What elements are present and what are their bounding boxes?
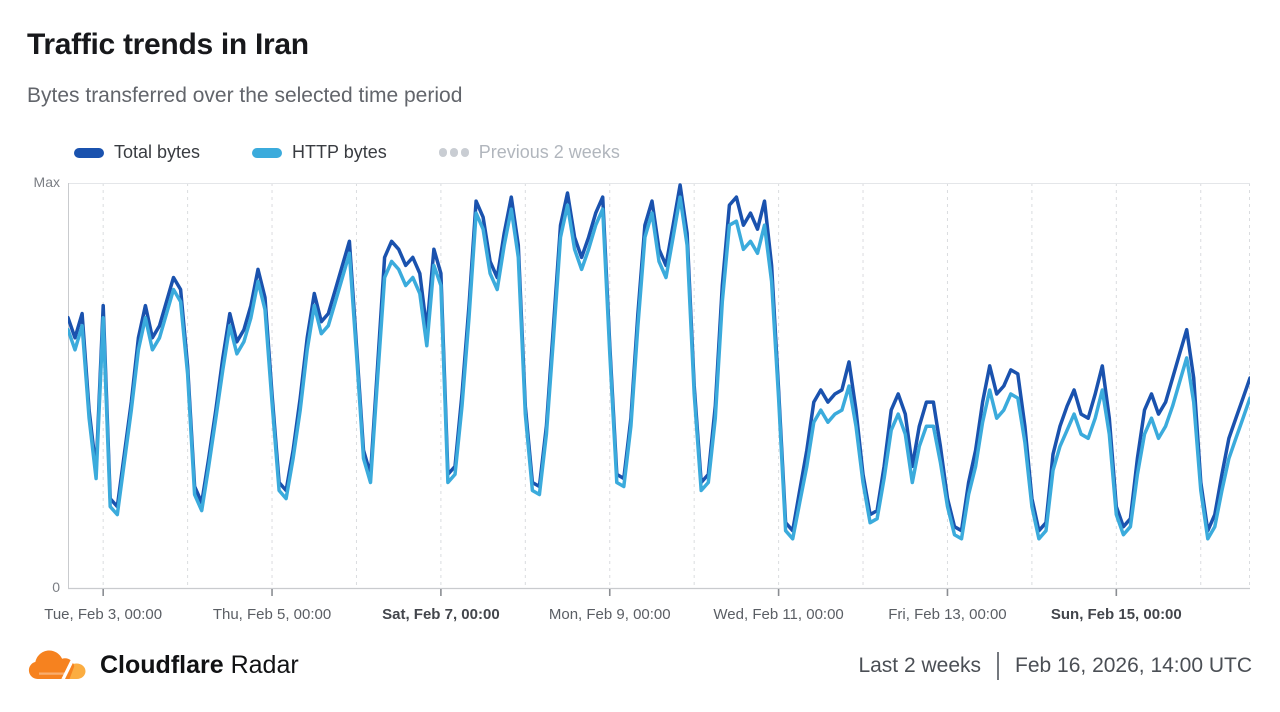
page-title: Traffic trends in Iran [27,28,309,61]
traffic-chart-svg [66,183,1252,596]
footer-timestamp: Feb 16, 2026, 14:00 UTC [1015,654,1252,677]
legend-swatch [252,147,283,158]
legend-label: Total bytes [114,142,201,162]
legend-item-total-bytes[interactable]: Total bytes [74,142,200,163]
x-tick-label: Tue, Feb 3, 00:00 [44,606,163,623]
brand-text: Cloudflare Radar [100,651,299,680]
x-tick-label: Mon, Feb 9, 00:00 [548,606,671,623]
y-axis-max-label: Max [33,174,60,190]
footer-separator [997,652,1000,680]
footer-meta: Last 2 weeks Feb 16, 2026, 14:00 UTC [858,652,1252,680]
legend-label: HTTP bytes [292,142,387,162]
traffic-trends-chart[interactable] [66,183,1252,597]
brand-name-regular: Radar [230,650,299,679]
legend-item-http-bytes[interactable]: HTTP bytes [252,142,387,163]
x-axis-labels: Tue, Feb 3, 00:00 Thu, Feb 5, 00:00 Sat, F… [0,606,1280,628]
legend-label: Previous 2 weeks [478,142,620,162]
brand-name-bold: Cloudflare [100,650,224,679]
x-tick-label: Sat, Feb 7, 00:00 [382,606,500,623]
chart-legend: Total bytes HTTP bytes Previous 2 weeks [74,142,620,163]
x-tick-label: Wed, Feb 11, 00:00 [713,606,844,623]
x-tick-label: Sun, Feb 15, 00:00 [1050,606,1182,623]
x-tick-label: Thu, Feb 5, 00:00 [212,606,332,623]
cloudflare-radar-brand-link[interactable]: Cloudflare Radar [28,646,299,684]
legend-item-previous-2-weeks[interactable]: Previous 2 weeks [438,142,620,163]
cloudflare-logo-icon [28,650,86,679]
series-total-bytes [66,183,1252,533]
series-http-bytes [66,195,1252,541]
legend-swatch [438,148,469,157]
y-axis-min-label: 0 [52,579,60,595]
footer: Cloudflare Radar Last 2 weeks Feb 16, 20… [0,644,1280,696]
x-tick-label: Fri, Feb 13, 00:00 [888,606,1007,623]
footer-period: Last 2 weeks [858,654,982,677]
legend-swatch [74,147,104,158]
page-subtitle: Bytes transferred over the selected time… [27,84,463,107]
